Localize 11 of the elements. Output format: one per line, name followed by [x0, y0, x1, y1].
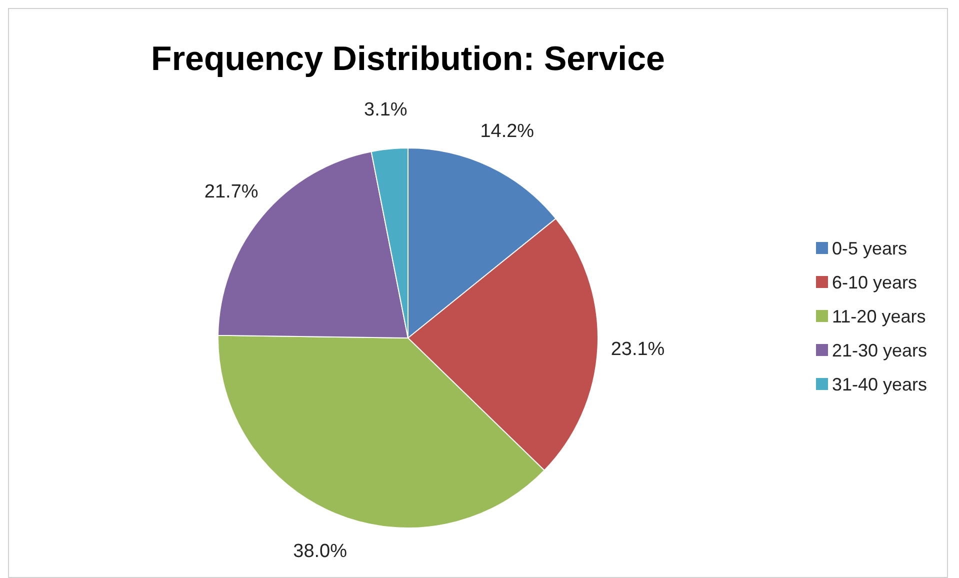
legend-label: 0-5 years: [832, 238, 908, 258]
legend-label: 21-30 years: [832, 340, 928, 360]
data-label: 14.2%: [480, 121, 534, 142]
data-label: 3.1%: [364, 100, 408, 121]
legend-label: 11-20 years: [832, 306, 926, 326]
data-label: 38.0%: [293, 541, 348, 562]
data-label: 23.1%: [610, 339, 665, 360]
legend-label: 6-10 years: [832, 272, 918, 292]
legend-label: 31-40 years: [832, 374, 928, 394]
chart-title: Frequency Distribution: Service: [151, 40, 665, 78]
data-label: 21.7%: [204, 181, 258, 202]
